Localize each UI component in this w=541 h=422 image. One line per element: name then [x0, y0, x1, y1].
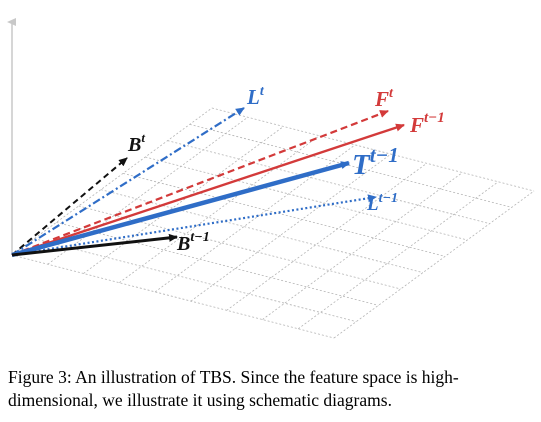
- vector-l-t: [11, 107, 245, 256]
- grid-line-v-0: [11, 107, 213, 256]
- figure-caption: Figure 3: An illustration of TBS. Since …: [8, 367, 459, 410]
- vector-l-t-1: [11, 194, 377, 257]
- vector-f-t: [11, 109, 389, 257]
- label-b-t-1: Bt−1: [176, 230, 210, 255]
- grid-line-u-4: [100, 189, 423, 274]
- grid-line-v-5: [190, 153, 392, 302]
- grid-plane: [11, 107, 535, 339]
- vector-f-t-1: [11, 123, 405, 257]
- grid-line-u-9: [211, 107, 535, 192]
- grid-line-v-9: [333, 190, 535, 339]
- grid-line-u-5: [123, 172, 446, 257]
- grid-line-v-8: [297, 181, 499, 330]
- grid-line-v-2: [83, 126, 284, 274]
- grid-line-u-3: [78, 205, 401, 290]
- label-t-t-1: Tt−1: [352, 143, 399, 181]
- vector-t-t-1: [11, 160, 350, 258]
- vector-b-t: [11, 157, 128, 256]
- grid-line-v-3: [119, 135, 320, 283]
- label-b-t: Bt: [127, 130, 145, 156]
- grid-line-u-0: [11, 254, 335, 339]
- label-l-t: Lt: [246, 84, 265, 109]
- grid-line-v-4: [154, 144, 356, 293]
- grid-line-u-1: [34, 238, 357, 323]
- grid-line-u-6: [145, 156, 468, 241]
- grid-line-u-7: [167, 140, 490, 225]
- grid-line-v-1: [47, 116, 249, 265]
- grid-line-u-8: [189, 123, 512, 208]
- grid-line-u-2: [56, 221, 379, 306]
- label-f-t-1: Ft−1: [409, 110, 445, 137]
- label-f-t: Ft: [374, 86, 394, 111]
- label-l-t-1: Lt−1: [366, 191, 398, 215]
- grid-line-v-6: [226, 163, 427, 311]
- vector-b-t-1: [11, 233, 178, 257]
- grid-line-v-7: [262, 172, 463, 320]
- tbs-diagram: Bt Lt Ft Ft−1 Tt−1 Lt−1 Bt−1: [7, 18, 535, 339]
